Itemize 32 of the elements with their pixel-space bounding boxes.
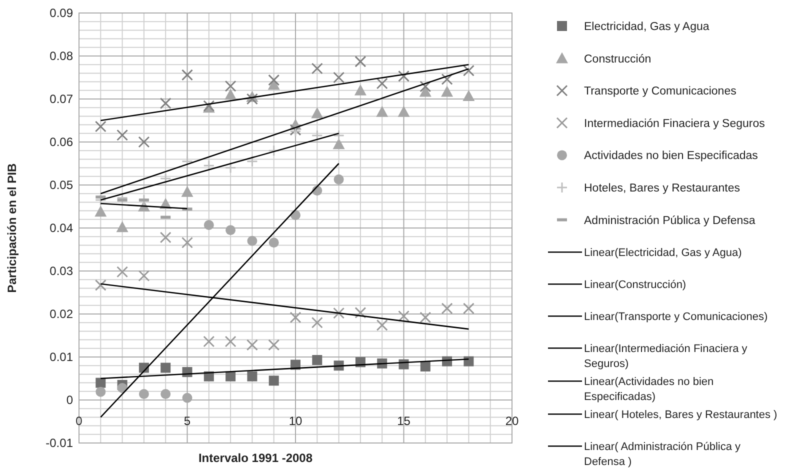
legend-label: Construcción — [584, 53, 652, 66]
y-tick-label: 0 — [66, 393, 74, 407]
legend-label: Linear(Transporte y Comunicaciones) — [584, 311, 768, 324]
y-tick-label: -0.01 — [46, 436, 74, 450]
y-tick-label: 0.04 — [50, 221, 74, 235]
y-axis-title: Participación en el PIB — [5, 162, 19, 293]
legend-label: Linear(Actividades no bien Especificadas) — [584, 376, 714, 404]
legend-label: Linear( Hoteles, Bares y Restaurantes ) — [584, 409, 778, 422]
y-tick-label: 0.01 — [50, 350, 74, 364]
legend-label: Actividades no bien Especificadas — [584, 150, 758, 162]
legend-label: Intermediación Finaciera y Seguros — [584, 118, 766, 130]
y-tick-label: 0.02 — [50, 307, 74, 321]
y-tick-label: 0.07 — [50, 92, 74, 106]
legend-label: Linear(Electricidad, Gas y Agua) — [584, 247, 742, 260]
x-axis-title: Intervalo 1991 -2008 — [198, 451, 313, 465]
legend-label: Administración Pública y Defensa — [584, 214, 756, 227]
legend-label: Linear(Intermediación Finaciera y Seguros) — [584, 343, 748, 370]
legend-label: Transporte y Comunicaciones — [584, 86, 737, 98]
legend-label: Linear(Construcción) — [584, 279, 686, 292]
x-tick-label: 15 — [397, 414, 411, 428]
legend-label: Electricidad, Gas y Agua — [584, 21, 710, 33]
x-tick-label: 0 — [76, 414, 83, 428]
x-tick-label: 5 — [184, 414, 191, 428]
y-tick-label: 0.08 — [50, 49, 74, 63]
x-tick-label: 10 — [288, 414, 302, 428]
y-tick-label: 0.03 — [50, 264, 74, 278]
legend-label: Linear( Administración Pública y Defensa ) — [584, 441, 742, 468]
x-tick-label: 20 — [505, 414, 519, 428]
y-tick-label: 0.09 — [50, 6, 74, 20]
y-tick-label: 0.06 — [50, 135, 74, 149]
y-tick-label: 0.05 — [50, 178, 74, 192]
legend-label: Hoteles, Bares y Restaurantes — [584, 182, 740, 194]
